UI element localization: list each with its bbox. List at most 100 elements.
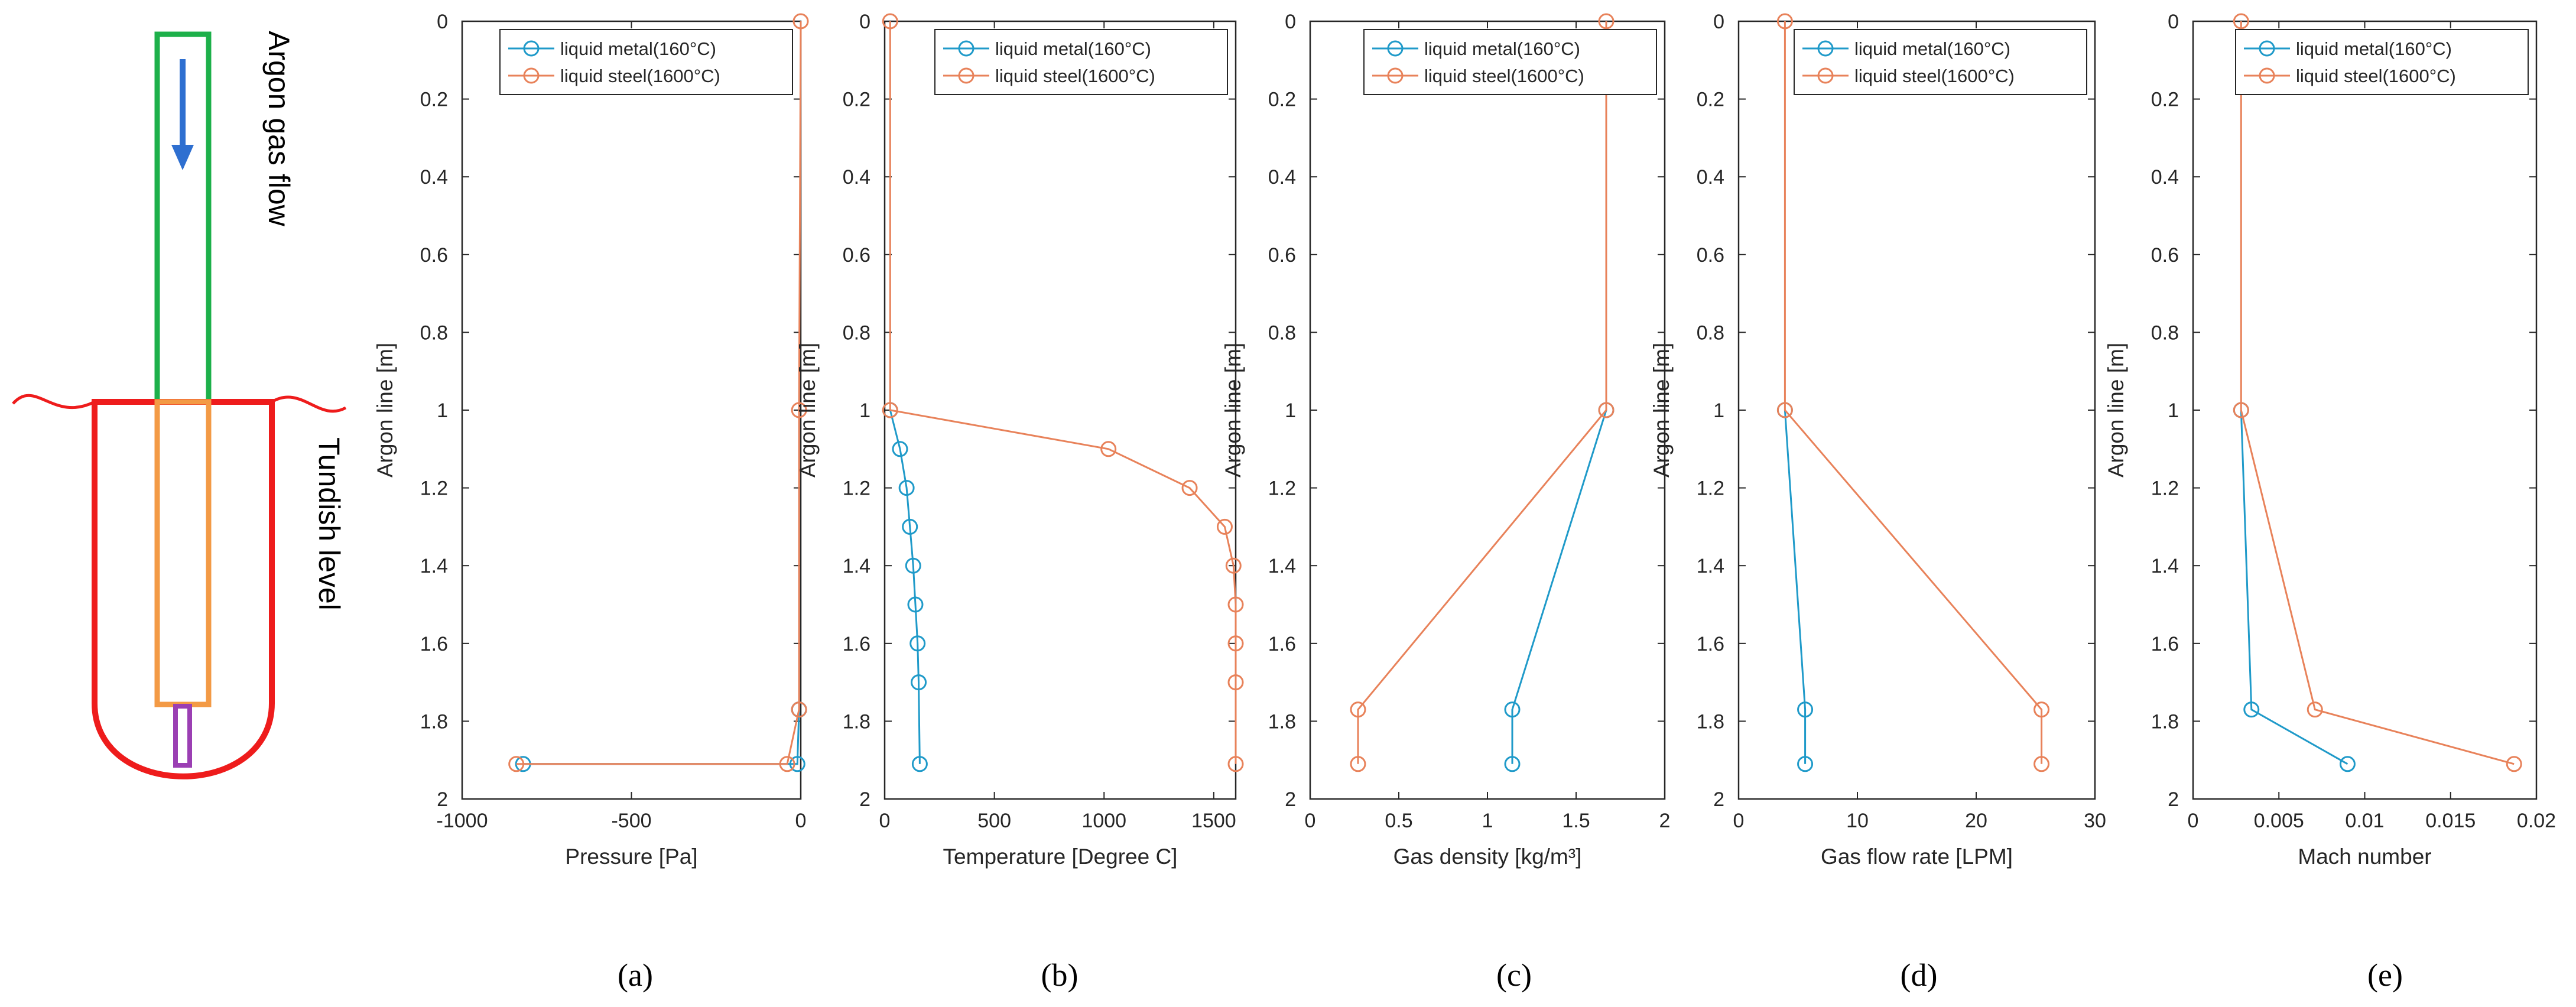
y-axis-label: Argon line [m]	[373, 343, 397, 477]
tundish-level-wave-right	[271, 395, 347, 413]
legend-label: liquid steel(1600°C)	[1854, 66, 2015, 86]
data-point	[1598, 402, 1615, 418]
y-tick-label: 0.8	[1268, 321, 1296, 344]
y-tick-label: 0.4	[420, 166, 448, 189]
tundish-level-label: Tundish level	[313, 437, 346, 610]
data-point	[1227, 756, 1244, 772]
data-point	[791, 402, 807, 418]
y-tick-label: 0.8	[1697, 321, 1724, 344]
y-tick-label: 1.6	[1268, 633, 1296, 655]
y-tick-label: 2	[859, 788, 870, 811]
legend-label: liquid steel(1600°C)	[1424, 66, 1584, 86]
data-point	[902, 518, 918, 535]
caption-b: (b)	[1041, 957, 1079, 993]
argon-line-schematic: Argon gas flow Tundish level	[12, 31, 347, 779]
data-point	[1776, 13, 1793, 30]
flow-arrow-head	[171, 145, 194, 170]
y-tick-label: 1.8	[1697, 710, 1724, 733]
data-point	[911, 756, 928, 772]
y-tick-label: 1.6	[420, 633, 448, 655]
y-tick-label: 0.8	[2151, 321, 2179, 344]
y-tick-label: 1	[437, 399, 448, 422]
data-point	[909, 635, 926, 652]
data-point	[898, 480, 915, 496]
y-tick-label: 2	[437, 788, 448, 811]
y-tick-label: 1.4	[843, 555, 870, 577]
x-axis-label: Gas density [kg/m³]	[1393, 844, 1582, 869]
x-tick-label: 30	[2084, 810, 2106, 832]
data-point	[892, 441, 908, 457]
data-point	[1227, 674, 1244, 691]
y-axis-label: Argon line [m]	[795, 343, 820, 477]
legend-box	[1794, 29, 2087, 95]
x-tick-label: 20	[1965, 810, 1987, 832]
series-line	[1357, 21, 1607, 764]
panel-gas-density: 00.20.40.60.811.21.41.61.820 0.5 1 1.5 2Gas …	[1221, 11, 1670, 869]
x-tick-label: 0	[879, 810, 891, 832]
y-tick-label: 1	[1713, 399, 1724, 422]
legend-label: liquid steel(1600°C)	[995, 66, 1155, 86]
y-tick-label: 1.4	[1697, 555, 1724, 577]
y-tick-label: 0.6	[843, 244, 870, 267]
x-tick-label: -1000	[437, 810, 488, 832]
legend-label: liquid steel(1600°C)	[560, 66, 720, 86]
y-tick-label: 0.8	[420, 321, 448, 344]
x-tick-label: 0	[795, 810, 807, 832]
legend-marker	[2259, 67, 2275, 84]
data-point	[1227, 635, 1244, 652]
data-point	[791, 701, 807, 718]
y-tick-label: 0.4	[2151, 166, 2179, 189]
legend-box	[499, 29, 793, 95]
x-tick-label: 2	[1659, 810, 1671, 832]
legend-marker	[523, 40, 540, 57]
data-point	[907, 596, 924, 613]
y-tick-label: 0	[1285, 11, 1296, 33]
caption-d: (d)	[1901, 957, 1938, 993]
y-tick-label: 0	[1713, 11, 1724, 33]
y-axis-label: Argon line [m]	[2104, 343, 2128, 477]
data-point	[2339, 756, 2356, 772]
legend-marker	[1817, 67, 1834, 84]
x-tick-label: 500	[977, 810, 1011, 832]
data-point	[2033, 701, 2050, 718]
x-tick-label: 0.015	[2425, 810, 2476, 832]
y-tick-label: 1.8	[1268, 710, 1296, 733]
legend-label: liquid steel(1600°C)	[2296, 66, 2456, 86]
legend-marker	[958, 67, 974, 84]
data-point	[1504, 756, 1521, 772]
legend-box	[934, 29, 1228, 95]
x-tick-label: 0	[2188, 810, 2199, 832]
tundish-vessel	[92, 399, 275, 779]
legend-marker	[1387, 40, 1404, 57]
series-line	[1784, 410, 1807, 764]
y-tick-label: 1.8	[2151, 710, 2179, 733]
plot-area	[883, 20, 1237, 800]
series-line	[1511, 410, 1607, 764]
data-point	[1598, 13, 1615, 30]
data-point	[1776, 402, 1793, 418]
x-tick-label: 0.02	[2517, 810, 2556, 832]
y-tick-label: 0.4	[1697, 166, 1724, 189]
y-tick-label: 0	[437, 11, 448, 33]
x-tick-label: 1.5	[1562, 810, 1590, 832]
legend-marker	[1387, 67, 1404, 84]
y-tick-label: 0	[859, 11, 870, 33]
y-tick-label: 1.8	[420, 710, 448, 733]
series-line	[1784, 21, 2043, 764]
y-tick-label: 0.2	[420, 89, 448, 111]
data-point	[1350, 756, 1366, 772]
y-tick-label: 0.6	[420, 244, 448, 267]
data-point	[2033, 756, 2050, 772]
x-axis-label: Temperature [Degree C]	[943, 844, 1178, 869]
data-point	[1227, 596, 1244, 613]
data-point	[882, 402, 898, 418]
y-tick-label: 0	[2168, 11, 2179, 33]
x-tick-label: 1	[1482, 810, 1493, 832]
caption-a: (a)	[618, 957, 653, 993]
x-tick-label: 10	[1846, 810, 1869, 832]
inner-argon-tube	[154, 399, 212, 707]
data-point	[882, 13, 898, 30]
data-point	[1225, 557, 1242, 574]
x-tick-label: 1500	[1191, 810, 1236, 832]
